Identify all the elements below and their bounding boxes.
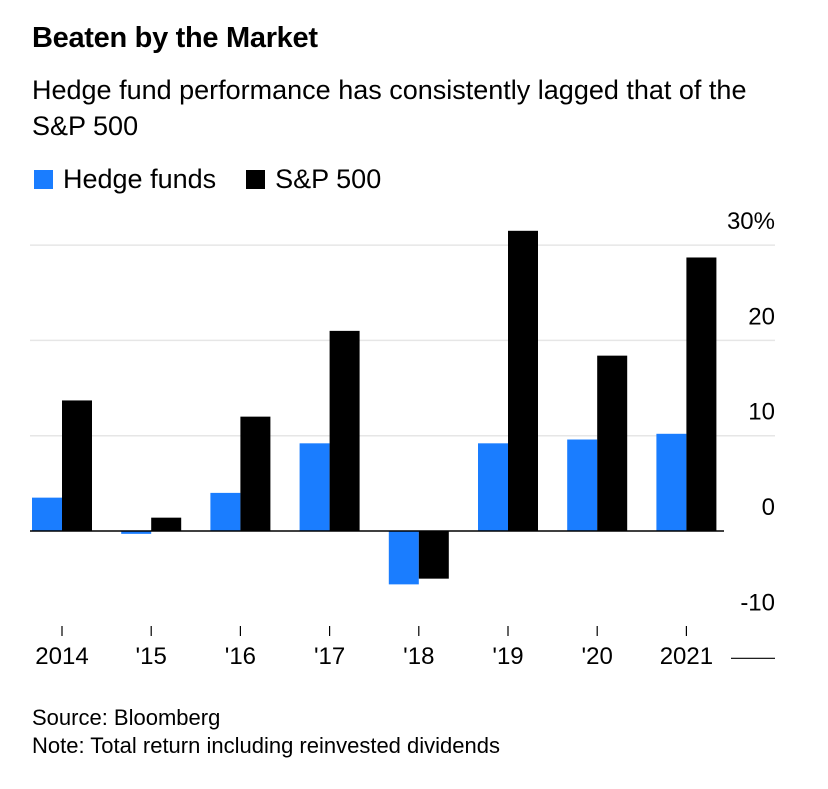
bar-sp500 <box>240 416 271 531</box>
bar-chart: 30% 20 10 0 -10 2014 '15 '16 '17 '18 '19 '20 2021 <box>30 208 775 670</box>
x-tick-label: '17 <box>314 643 345 670</box>
x-tick-label: '20 <box>582 643 613 670</box>
bar-sp500 <box>418 531 449 579</box>
legend: Hedge funds S&P 500 <box>34 163 411 195</box>
y-tick-label: 10 <box>748 399 775 426</box>
bar-sp500 <box>686 257 717 531</box>
bar-hedge-funds <box>32 497 62 531</box>
chart-subtitle: Hedge fund performance has consistently … <box>32 75 747 141</box>
legend-label-hedge-funds: Hedge funds <box>63 163 217 194</box>
bar-hedge-funds <box>210 492 241 531</box>
chart-title: Beaten by the Market <box>32 22 318 54</box>
x-tick-label: '18 <box>403 643 434 670</box>
bar-hedge-funds <box>388 531 419 585</box>
bar-sp500 <box>329 330 360 531</box>
bar-hedge-funds <box>299 443 330 531</box>
bar-sp500 <box>62 400 92 531</box>
y-tick-label: 20 <box>748 303 775 330</box>
y-tick-label: 30% <box>727 208 775 235</box>
legend-item-sp500: S&P 500 <box>246 164 381 195</box>
bar-sp500 <box>151 517 182 531</box>
bar-hedge-funds <box>121 531 152 534</box>
legend-label-sp500: S&P 500 <box>275 163 382 194</box>
legend-item-hedge-funds: Hedge funds <box>34 164 216 195</box>
x-tick-label: 2021 <box>660 643 713 670</box>
y-tick-label: -10 <box>740 589 775 616</box>
x-tick-label: '19 <box>492 643 523 670</box>
x-tick-label: '16 <box>225 643 256 670</box>
bar-hedge-funds <box>567 439 598 531</box>
x-tick-label: '15 <box>136 643 167 670</box>
x-tick-label: 2014 <box>35 643 88 670</box>
footnote: Note: Total return including reinvested … <box>32 733 500 758</box>
bar-hedge-funds <box>656 433 687 531</box>
bar-sp500 <box>508 230 538 531</box>
bar-hedge-funds <box>478 443 508 531</box>
source-note: Source: Bloomberg <box>32 705 221 730</box>
legend-swatch-hedge-funds <box>34 169 53 189</box>
legend-swatch-sp500 <box>246 169 266 189</box>
y-tick-label: 0 <box>762 494 775 521</box>
bar-sp500 <box>597 355 628 531</box>
